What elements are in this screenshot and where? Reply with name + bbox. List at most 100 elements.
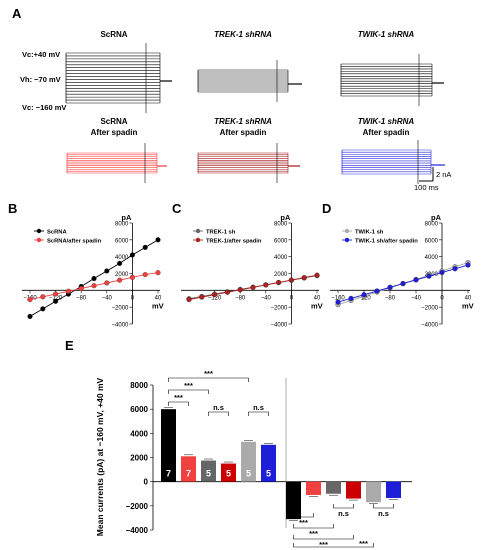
data-point [335, 299, 341, 305]
iv-chart-D: −4000−20002000400060008000−160−120−80−40… [330, 213, 474, 329]
data-point [314, 272, 320, 278]
data-point [288, 277, 294, 283]
data-point [212, 292, 218, 298]
bar-negative [326, 481, 341, 494]
data-point [40, 306, 46, 312]
bar-n-label: 7 [186, 469, 191, 479]
y-axis-label: pA [121, 213, 132, 222]
x-tick-label: 40 [465, 295, 472, 301]
y-tick-label: 0 [144, 478, 149, 487]
y-tick-label: 8000 [274, 222, 288, 228]
data-point [155, 237, 161, 243]
sig-bracket [293, 513, 314, 518]
data-point [439, 269, 445, 276]
legend-label: TWIK-1 sh [355, 229, 384, 235]
y-tick-label: 8000 [130, 381, 148, 390]
x-tick-label: 40 [314, 295, 321, 301]
data-point [374, 288, 380, 294]
y-tick-label: 2000 [115, 272, 129, 278]
sig-bracket [293, 524, 334, 529]
bar-n-label: 7 [166, 469, 171, 479]
x-tick-label: −160 [331, 295, 345, 301]
panel-label-d: D [322, 201, 331, 216]
sig-bracket [168, 401, 189, 406]
current-trace-block [197, 60, 302, 102]
y-tick-label: 2000 [274, 272, 288, 278]
data-point [117, 260, 123, 266]
data-point [53, 298, 59, 304]
data-point [142, 244, 148, 250]
bar-negative [306, 481, 321, 495]
y-axis-label: Mean currents (pA) at −160 mV, +40 mV [95, 377, 105, 536]
data-point [250, 284, 256, 290]
legend-label: ScRNA/after spadin [47, 238, 102, 244]
sig-bracket [168, 377, 249, 382]
data-point [348, 295, 354, 301]
trace-title-after-2: TWIK-1 shRNA [358, 117, 415, 126]
trace-subtitle-after-0: After spadin [91, 128, 138, 137]
data-point [361, 292, 367, 298]
trace-title-after-1: TREK-1 shRNA [214, 117, 272, 126]
data-point [104, 268, 110, 274]
sig-bracket [293, 535, 354, 540]
data-point [224, 289, 230, 295]
legend-label: TWIK-1 sh/after spadin [355, 238, 418, 244]
data-point [27, 313, 33, 319]
panel-label-b: B [8, 201, 17, 216]
y-tick-label: −2000 [112, 306, 130, 312]
data-point [199, 294, 205, 300]
panel-label-e: E [65, 338, 74, 353]
legend-marker [36, 237, 42, 243]
y-tick-label: 6000 [274, 238, 288, 244]
y-tick-label: 6000 [425, 238, 439, 244]
y-tick-label: −2000 [126, 502, 149, 511]
sig-bracket-label: *** [359, 539, 368, 548]
trace-subtitle-after-1: After spadin [220, 128, 267, 137]
sig-bracket-label: *** [299, 518, 308, 527]
bar-n-label: 5 [226, 469, 231, 479]
scalebar-current-label: 2 nA [436, 170, 451, 179]
protocol-label-vh: Vh: −70 mV [20, 75, 61, 84]
legend-marker [195, 237, 201, 243]
x-tick-label: 0 [131, 295, 135, 301]
legend-label: TREK-1 sh [206, 229, 236, 235]
y-tick-label: 6000 [130, 405, 148, 414]
data-point [91, 275, 97, 282]
y-tick-label: 4000 [115, 255, 129, 261]
y-tick-label: −4000 [421, 323, 439, 329]
bar-chart-E: −4000 −2000 0 2000 4000 6000 8000 Mean currents… [95, 369, 412, 549]
scalebar-time-label: 100 ms [414, 183, 439, 192]
data-point [426, 273, 432, 279]
bar-positive [221, 463, 236, 482]
bar-negative [286, 481, 301, 520]
y-tick-label: 2000 [130, 454, 148, 463]
current-trace-block [197, 143, 300, 183]
current-trace-block [65, 43, 172, 113]
y-tick-label: 4000 [425, 255, 439, 261]
trace-title-2: TWIK-1 shRNA [358, 30, 415, 39]
data-point [387, 284, 393, 290]
bar-negative [386, 481, 401, 498]
bar-negative [366, 481, 381, 503]
data-point [104, 280, 110, 286]
legend-marker [344, 237, 350, 243]
data-point [413, 277, 419, 283]
bar-positive [241, 441, 256, 482]
sig-bracket-label: *** [204, 369, 213, 378]
protocol-label-vc-high: Vc:+40 mV [22, 50, 60, 59]
current-trace-block [340, 54, 444, 106]
legend-label: ScRNA [47, 229, 67, 235]
data-point [129, 274, 135, 280]
x-axis-label: mV [152, 301, 164, 310]
bar-negative [346, 481, 361, 499]
data-point [65, 288, 71, 294]
x-tick-label: −40 [261, 295, 272, 301]
x-tick-label: 0 [440, 295, 444, 301]
data-point [155, 270, 161, 276]
y-axis-label: pA [280, 213, 291, 222]
ns-bracket [208, 411, 229, 416]
sig-bracket-label: *** [174, 393, 183, 402]
bar-n-label: 5 [266, 469, 271, 479]
x-axis-label: mV [311, 301, 323, 310]
